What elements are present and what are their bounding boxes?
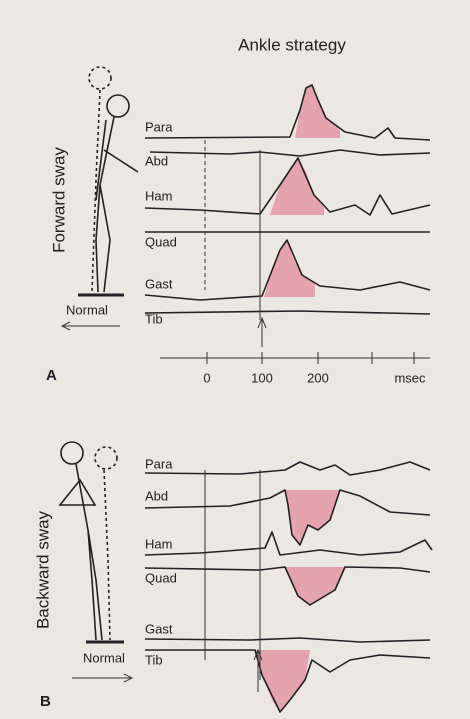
direction-arrow bbox=[72, 673, 134, 683]
tick-label: 100 bbox=[251, 370, 273, 385]
muscle-label: Tib bbox=[145, 311, 163, 326]
panel-letter: B bbox=[40, 693, 51, 710]
muscle-label: Quad bbox=[145, 570, 177, 585]
stick-figure bbox=[58, 441, 124, 644]
direction-arrow bbox=[60, 321, 120, 331]
muscle-label: Abd bbox=[145, 488, 168, 503]
figure-label: Normal bbox=[83, 650, 125, 665]
panel-b: Backward sway Normal B bbox=[33, 441, 433, 713]
onset-arrow bbox=[257, 316, 267, 347]
axis-unit: msec bbox=[394, 370, 426, 385]
muscle-labels: Para Abd Ham Quad Gast Tib Para Abd Ham … bbox=[145, 119, 177, 667]
muscle-label: Gast bbox=[145, 276, 173, 291]
muscle-label: Ham bbox=[145, 188, 172, 203]
side-label: Forward sway bbox=[49, 147, 68, 253]
tick-label: 0 bbox=[203, 370, 210, 385]
muscle-label: Para bbox=[145, 119, 173, 134]
muscle-label: Abd bbox=[145, 153, 168, 168]
onset-arrow bbox=[253, 648, 263, 692]
tick-label: 200 bbox=[307, 370, 329, 385]
side-label: Backward sway bbox=[33, 510, 52, 629]
muscle-label: Ham bbox=[145, 536, 172, 551]
panel-a: Forward sway Normal A 0 100 200 bbox=[46, 66, 431, 385]
panel-letter: A bbox=[46, 367, 57, 384]
muscle-label: Gast bbox=[145, 621, 173, 636]
title: Ankle strategy bbox=[238, 35, 346, 54]
stick-figure bbox=[78, 66, 139, 297]
figure-label: Normal bbox=[66, 302, 108, 317]
muscle-label: Para bbox=[145, 456, 173, 471]
muscle-label: Tib bbox=[145, 652, 163, 667]
muscle-label: Quad bbox=[145, 234, 177, 249]
